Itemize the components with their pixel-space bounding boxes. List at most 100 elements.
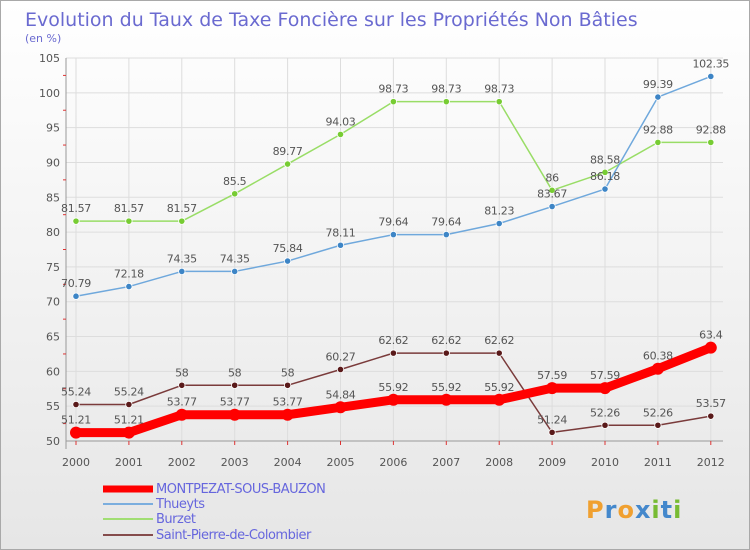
data-label: 88.58 [590,153,620,166]
data-point [654,93,662,101]
data-label: 75.84 [273,242,303,255]
legend-swatch [103,503,153,505]
data-label: 72.18 [114,268,144,281]
data-point [283,257,292,265]
data-label: 62.62 [431,334,461,347]
data-label: 55.24 [114,386,144,399]
y-tick-label: 50 [46,435,60,448]
data-label: 53.77 [220,396,250,409]
data-label: 53.77 [273,396,303,409]
data-label: 81.57 [167,202,197,215]
data-point [493,393,506,406]
data-point [389,98,397,106]
data-point [125,282,133,291]
data-point [336,365,345,374]
data-point [178,217,186,225]
data-point [70,426,82,439]
data-point [704,341,717,354]
data-point [546,382,559,395]
data-label: 51.21 [114,414,144,427]
data-point [336,241,345,249]
y-tick-label: 100 [39,87,60,100]
data-label: 55.92 [378,381,408,394]
data-point [72,217,80,225]
x-tick-label: 2007 [432,456,460,469]
legend-swatch [103,534,153,536]
data-label: 92.88 [696,123,726,136]
data-point [442,98,450,106]
data-label: 52.26 [590,406,620,419]
data-label: 79.64 [431,216,461,229]
data-point [336,130,345,138]
data-label: 58 [228,366,242,379]
data-point [389,230,397,239]
data-point [389,349,397,357]
data-point [442,349,450,357]
data-point [387,393,400,406]
data-label: 63.4 [699,329,723,342]
data-label: 53.57 [696,397,726,410]
y-tick-label: 55 [46,400,60,413]
data-label: 98.73 [484,83,514,96]
data-point [125,217,133,225]
y-tick-label: 70 [46,296,60,309]
data-label: 98.73 [378,83,408,96]
data-label: 57.59 [590,369,620,382]
data-point [283,381,292,389]
y-tick-label: 95 [46,122,60,135]
x-tick-label: 2012 [697,456,725,469]
data-point [231,267,239,276]
data-label: 60.38 [643,350,673,363]
data-label: 92.88 [643,123,673,136]
data-point [175,408,188,421]
legend-swatch [103,485,153,493]
data-label: 74.35 [167,252,197,265]
data-point [707,412,715,420]
data-label: 86 [545,171,559,184]
data-label: 62.62 [484,334,514,347]
y-tick-label: 105 [39,52,60,65]
data-point [601,168,609,176]
legend-label: Saint-Pierre-de-Colombier [156,528,312,543]
data-point [228,408,241,421]
legend-label: Burzet [156,512,196,527]
data-point [601,185,609,193]
data-point [231,190,239,198]
x-tick-label: 2004 [274,456,302,469]
data-point [548,428,556,436]
data-point [651,362,664,375]
data-label: 102.35 [692,57,729,70]
x-tick-label: 2002 [168,456,196,469]
data-point [548,202,556,211]
x-tick-label: 2009 [538,456,566,469]
x-tick-label: 2011 [644,456,672,469]
y-tick-label: 85 [46,191,60,204]
data-label: 55.24 [61,386,91,399]
data-point [599,382,611,395]
x-tick-label: 2010 [591,456,619,469]
data-label: 70.79 [61,277,91,290]
data-point [442,230,450,239]
data-label: 83.67 [537,188,567,201]
y-tick-label: 65 [46,331,60,344]
x-tick-label: 2005 [327,456,355,469]
data-label: 74.35 [220,252,250,265]
watermark-logo: Proxiti [586,496,682,524]
x-tick-label: 2003 [221,456,249,469]
data-point [601,421,609,429]
data-label: 78.11 [326,226,356,239]
data-point [122,426,135,439]
data-point [334,401,347,414]
data-label: 81.57 [114,202,144,215]
data-point [654,138,662,146]
legend-label: Thueyts [155,497,205,512]
data-point [178,381,186,389]
y-tick-label: 80 [46,226,60,239]
data-label: 62.62 [378,334,408,347]
data-label: 86.18 [590,170,620,183]
x-tick-label: 2001 [115,456,143,469]
data-label: 89.77 [273,145,303,158]
data-label: 81.57 [61,202,91,215]
